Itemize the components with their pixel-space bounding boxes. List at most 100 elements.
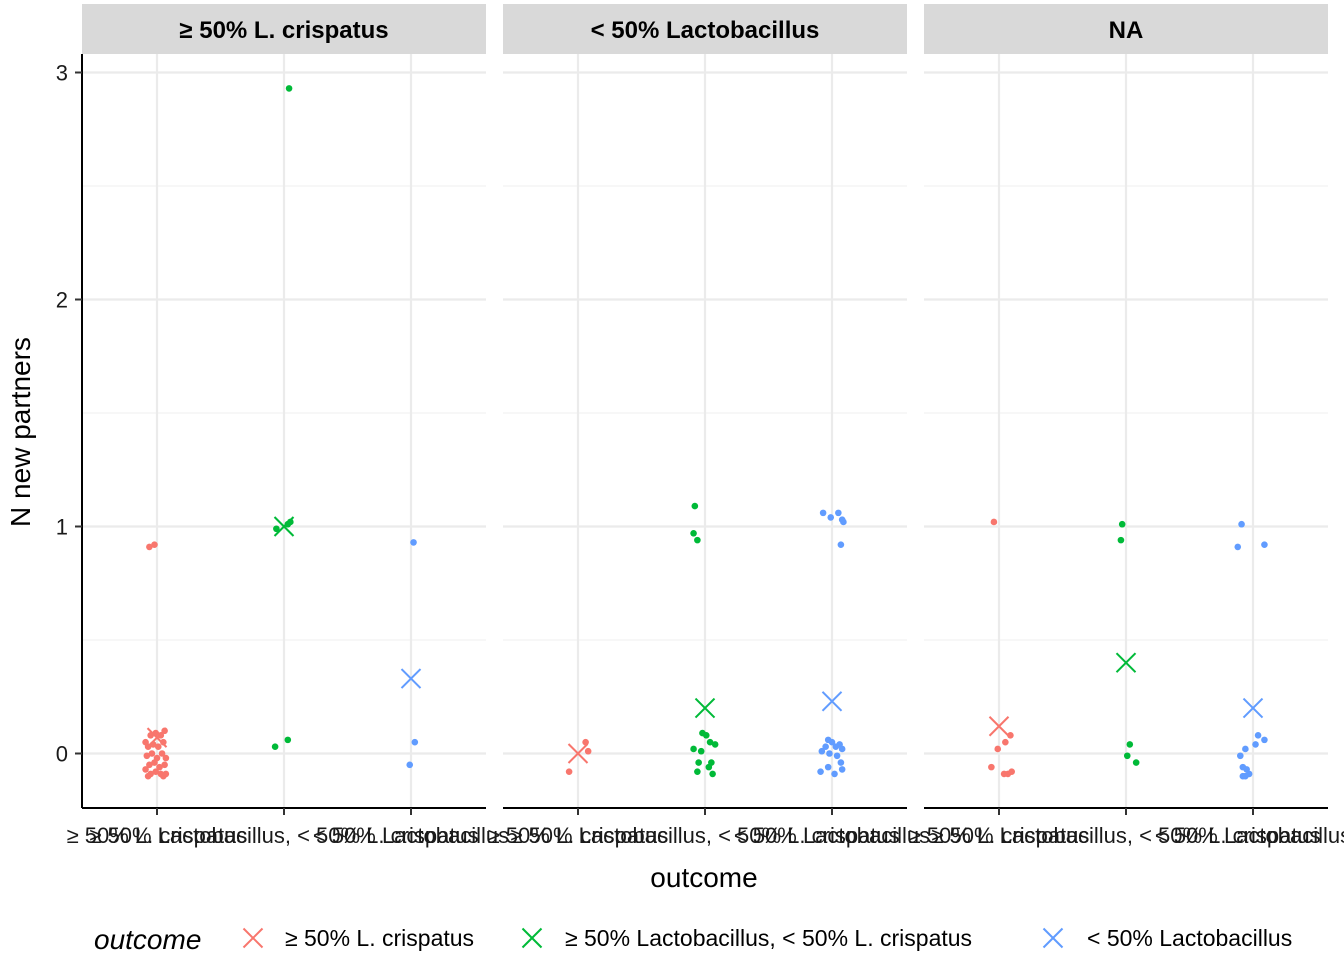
data-point [702,732,710,739]
data-point [837,541,845,548]
data-point [158,750,166,757]
data-point [1117,536,1125,544]
strip-label: NA [1109,17,1144,44]
y-tick-label: 0 [56,742,68,767]
data-point [705,763,713,771]
x-tick-label: ≥ 50% Lactobacillus, < 50% L. crispatus [931,823,1320,848]
data-point [822,743,829,750]
data-point [144,772,152,780]
data-point [584,747,592,755]
data-point [695,759,702,766]
data-point [1123,752,1131,760]
data-point [1118,520,1126,528]
strip-background [82,4,486,54]
data-point [1007,732,1014,739]
y-tick-label: 1 [56,515,68,540]
strip-background [924,4,1328,54]
data-point [143,752,151,760]
mean-marker-stroke [400,668,422,689]
data-point [838,516,846,523]
data-point [406,761,414,769]
data-point [694,536,701,544]
x-tick-label: ≥ 50% L. crispatus [488,823,669,848]
strip-label: < 50% Lactobacillus [591,17,820,44]
data-point [835,509,842,517]
mean-marker [146,727,168,748]
x-tick-label: ≥ 50% Lactobacillus, < 50% L. crispatus [510,823,899,848]
data-point [697,747,705,755]
panel-0: ≥ 50% L. crispatus≥ 50% L. crispatus≥ 50… [67,4,509,848]
data-point [706,738,714,746]
x-tick-label: < 50% Lactobacillus [313,823,509,848]
y-tick-label: 3 [56,61,68,86]
data-point [152,768,160,775]
data-point [142,766,149,773]
data-point [287,518,294,526]
mean-marker [694,697,716,719]
data-point [1242,772,1249,780]
data-point [711,741,719,748]
data-point [826,750,833,757]
legend-label: ≥ 50% L. crispatus [285,925,474,951]
panel-1: < 50% Lactobacillus ≥ 50% L. crispatus≥ 5… [488,4,930,848]
data-point [694,768,701,775]
legend-key-stroke [521,927,543,949]
data-point [151,541,158,548]
data-point [161,761,168,769]
data-point [273,525,280,533]
data-point [838,766,846,773]
x-tick-label: ≥ 50% L. crispatus [67,823,248,848]
data-point [838,745,846,753]
data-point [690,530,697,537]
data-point [817,768,824,775]
data-point [828,738,836,746]
data-point [988,763,995,771]
data-point [1008,768,1015,775]
panel-2: NA ≥ 50% L. crispatus≥ 50% Lactobacillus,… [909,4,1344,848]
mean-marker [1242,697,1264,719]
x-tick-label: ≥ 50% L. crispatus [909,823,1090,848]
data-point [709,770,716,778]
mean-marker-stroke [1242,697,1264,719]
mean-marker [273,516,295,537]
data-point [146,543,153,551]
data-point [411,738,419,746]
facet-panels: ≥ 50% L. crispatus≥ 50% L. crispatus≥ 50… [67,4,1344,848]
legend-key [242,927,264,949]
data-point [827,514,835,521]
mean-marker-stroke [821,691,843,712]
mean-marker-stroke [988,716,1010,737]
legend-key [1042,927,1064,949]
data-point [1002,738,1009,746]
data-point [565,768,573,775]
data-point [1132,759,1140,766]
data-point [833,752,841,760]
mean-marker [821,691,843,712]
data-point [690,745,697,753]
data-point [1261,541,1268,548]
data-point [1254,732,1262,739]
x-tick-label: ≥ 50% Lactobacillus, < 50% L. crispatus [89,823,478,848]
data-point [157,732,165,739]
legend-key-stroke [242,927,264,949]
legend-label: ≥ 50% Lactobacillus, < 50% L. crispatus [565,925,972,951]
data-point [151,759,158,766]
data-point [1238,520,1245,528]
data-point [284,736,292,744]
mean-marker [567,743,589,764]
data-point [818,747,826,755]
mean-marker [988,716,1010,737]
data-point [837,759,845,766]
mean-marker-stroke [146,727,168,748]
data-point [994,745,1002,753]
data-point [819,509,827,517]
data-point [148,750,156,757]
data-point [156,763,163,771]
data-point [832,743,840,750]
x-tick-label: < 50% Lactobacillus [1155,823,1344,848]
mean-marker-stroke [273,516,295,537]
data-point [271,743,279,750]
legend-label: < 50% Lactobacillus [1087,925,1292,951]
